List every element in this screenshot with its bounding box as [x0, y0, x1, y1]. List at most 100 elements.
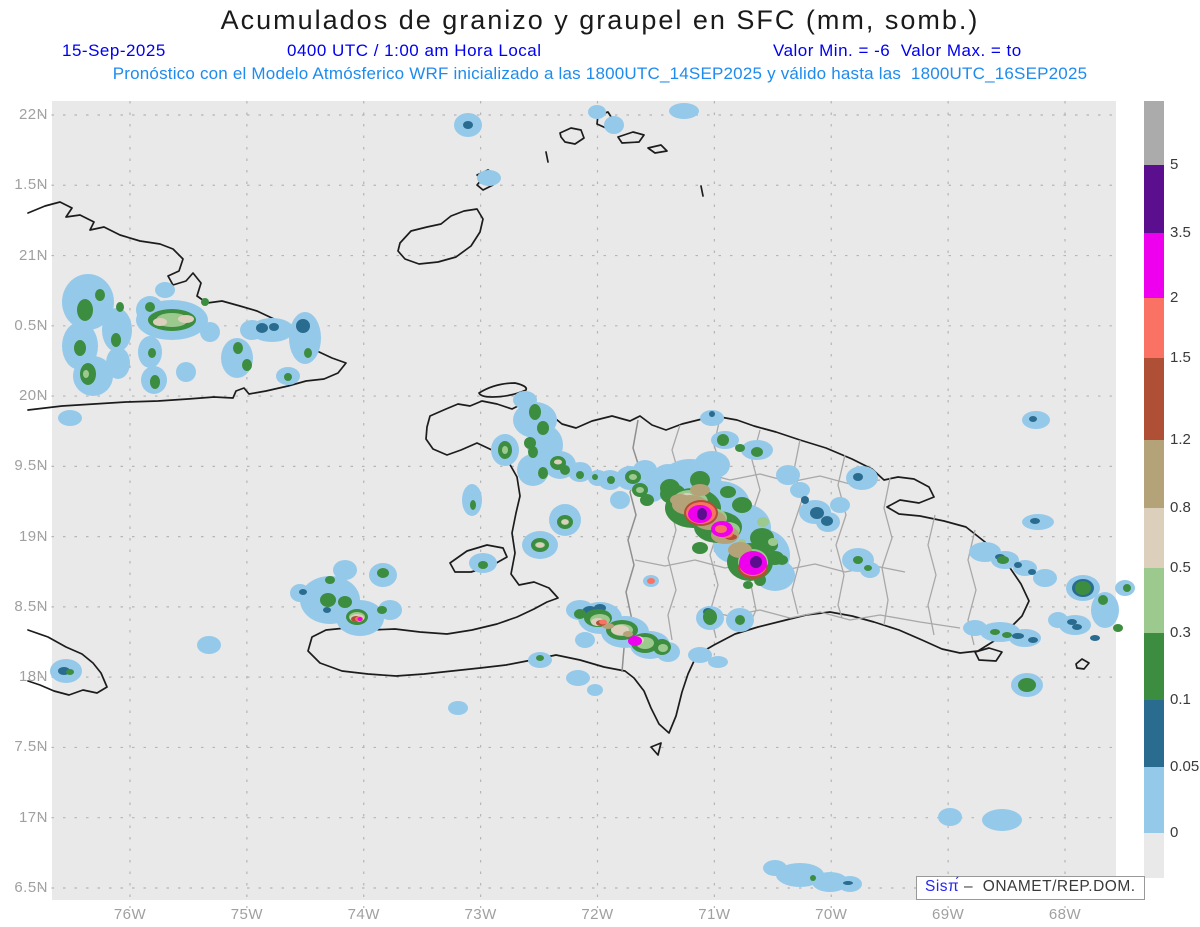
precip-contour: [592, 474, 598, 480]
precip-contour: [536, 542, 544, 548]
island-beata: [650, 742, 662, 756]
precip-contour: [1113, 624, 1123, 632]
precip-contour: [576, 471, 584, 479]
precip-contour: [690, 471, 710, 489]
precip-contour: [1029, 416, 1037, 422]
lat-tick-label: 9.5N: [14, 457, 48, 475]
precip-contour: [776, 863, 824, 887]
precip-contour: [588, 105, 606, 119]
colorbar-segment: [1144, 767, 1164, 833]
precip-contour: [1067, 619, 1077, 625]
watermark-badge: Sisπ́ – ONAMET/REP.DOM.: [916, 876, 1145, 900]
precip-contour: [709, 411, 715, 417]
colorbar-segment: [1144, 700, 1164, 767]
lon-tick-label: 73W: [464, 906, 497, 923]
precip-contour: [1090, 635, 1100, 641]
precip-contour: [462, 484, 482, 516]
precip-contour: [587, 684, 603, 696]
precip-contour: [700, 410, 724, 426]
lat-tick-label: 18N: [18, 668, 48, 686]
precip-contour: [735, 444, 745, 452]
precip-contour: [801, 496, 809, 504]
island-turks-2: [617, 131, 645, 144]
precip-contour: [810, 507, 824, 519]
precip-contour: [763, 860, 787, 876]
precip-contour: [1075, 581, 1091, 595]
lat-tick-label: 0.5N: [14, 316, 48, 334]
header-line-datetime: 15-Sep-2025 0400 UTC / 1:00 am Hora Loca…: [0, 41, 1200, 61]
precip-contour: [304, 348, 312, 358]
precip-contour: [853, 556, 863, 564]
precip-contour: [201, 298, 209, 306]
precip-contour: [735, 615, 745, 625]
precip-contour: [1091, 592, 1119, 628]
precip-contour: [1030, 518, 1040, 524]
precip-contour: [751, 447, 763, 457]
precip-contour: [1014, 562, 1022, 568]
precip-contour: [1012, 633, 1024, 639]
precip-contour: [153, 318, 167, 326]
precip-contour: [150, 375, 160, 389]
lat-tick-label: 8.5N: [14, 597, 48, 615]
lat-tick-label: 19N: [18, 527, 48, 545]
page-title: Acumulados de granizo y graupel en SFC (…: [220, 5, 980, 35]
precip-contour: [148, 348, 156, 358]
precip-contour: [853, 473, 863, 481]
watermark-brand: Sisπ́: [925, 878, 960, 895]
precip-contour: [338, 596, 352, 608]
colorbar-segment: [1144, 358, 1164, 440]
island-great-inagua: [397, 208, 484, 265]
precip-contour: [830, 497, 850, 513]
precip-contour: [647, 578, 655, 584]
colorbar-segment: [1144, 833, 1164, 878]
precip-contour: [299, 589, 307, 595]
precip-contour: [357, 617, 363, 621]
precip-contour: [284, 373, 292, 381]
precip-contour: [323, 607, 331, 613]
precip-contour: [1028, 569, 1036, 575]
watermark-text: – ONAMET/REP.DOM.: [959, 878, 1136, 895]
colorbar-tick-label: 3.5: [1170, 224, 1191, 241]
precip-contour: [378, 600, 402, 620]
precip-contour: [477, 170, 501, 186]
precip-contour: [269, 323, 279, 331]
precip-contour: [1028, 637, 1038, 643]
lat-tick-label: 21N: [18, 246, 48, 264]
precip-contour: [529, 404, 541, 420]
precip-contour: [670, 494, 690, 506]
precip-contour: [732, 497, 752, 513]
precip-contour: [658, 644, 668, 652]
precip-contour: [66, 669, 74, 675]
precip-contour: [538, 467, 548, 479]
precip-contour: [478, 561, 488, 569]
precip-contour: [717, 434, 729, 446]
precip-contour: [821, 516, 833, 526]
precip-contour: [982, 809, 1022, 831]
colorbar-tick-label: 2: [1170, 289, 1179, 306]
precip-contour: [536, 655, 544, 661]
header-time: 0400 UTC / 1:00 am Hora Local: [287, 41, 542, 60]
precip-contour: [963, 620, 987, 636]
colorbar-segment: [1144, 101, 1164, 165]
map-background: [52, 101, 1116, 900]
precip-contour: [1072, 624, 1082, 630]
precip-contour: [560, 465, 570, 475]
precip-contour: [610, 491, 630, 509]
precip-contour: [669, 103, 699, 119]
island-caicos: [559, 127, 585, 145]
precip-contour: [1098, 595, 1108, 605]
island-saona: [974, 647, 1003, 662]
precip-contour: [636, 487, 644, 493]
precip-contour: [256, 323, 268, 333]
colorbar-tick-label: 0.1: [1170, 691, 1191, 708]
island-mona: [1075, 658, 1090, 670]
precip-contour: [715, 525, 727, 533]
colorbar-segment: [1144, 440, 1164, 508]
colorbar-segment: [1144, 633, 1164, 700]
colorbar-segment: [1144, 298, 1164, 358]
lat-tick-label: 1.5N: [14, 176, 48, 194]
precip-contour: [640, 494, 654, 506]
precip-contour: [200, 322, 220, 342]
